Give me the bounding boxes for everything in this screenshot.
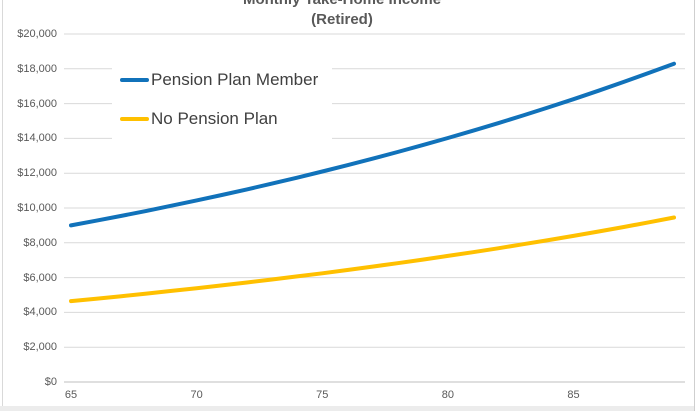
- y-tick-label: $14,000: [17, 132, 57, 145]
- y-tick-label: $0: [44, 376, 57, 388]
- x-tick-label: 80: [441, 389, 454, 401]
- x-tick-label: 65: [64, 389, 78, 401]
- x-tick-label: 70: [190, 389, 203, 401]
- series-line-pension-plan-member: [69, 61, 676, 228]
- legend-item-no-pension-plan: No Pension Plan: [120, 99, 318, 138]
- chart-title-line2: (Retired): [311, 11, 373, 28]
- y-tick-label: $10,000: [17, 202, 57, 214]
- y-tick-label: $8,000: [23, 236, 57, 249]
- chart-outside-edge: [0, 406, 694, 411]
- chart-title: Monthly Take-Home Income (Retired): [0, 0, 684, 30]
- legend-item-pension-plan-member: Pension Plan Member: [120, 60, 318, 99]
- legend-line-swatch: [120, 116, 149, 121]
- y-tick-label: $12,000: [17, 167, 57, 180]
- y-tick-label: $2,000: [23, 341, 57, 354]
- y-tick-label: $20,000: [17, 28, 57, 40]
- series-line-no-pension-plan: [69, 215, 676, 304]
- chart-border-left: [2, 0, 3, 411]
- y-tick-label: $18,000: [17, 62, 57, 75]
- y-tick-label: $6,000: [23, 271, 57, 284]
- chart-border-right: [694, 0, 695, 411]
- y-tick-label: $16,000: [17, 97, 57, 110]
- legend: Pension Plan Member No Pension Plan: [112, 58, 333, 140]
- legend-label: No Pension Plan: [151, 108, 278, 128]
- y-tick-label: $4,000: [23, 306, 57, 319]
- x-tick-label: 85: [567, 389, 580, 401]
- chart-title-line1: Monthly Take-Home Income: [0, 0, 684, 10]
- legend-label: Pension Plan Member: [151, 69, 319, 89]
- legend-line-swatch: [120, 77, 149, 82]
- x-tick-label: 75: [316, 389, 329, 401]
